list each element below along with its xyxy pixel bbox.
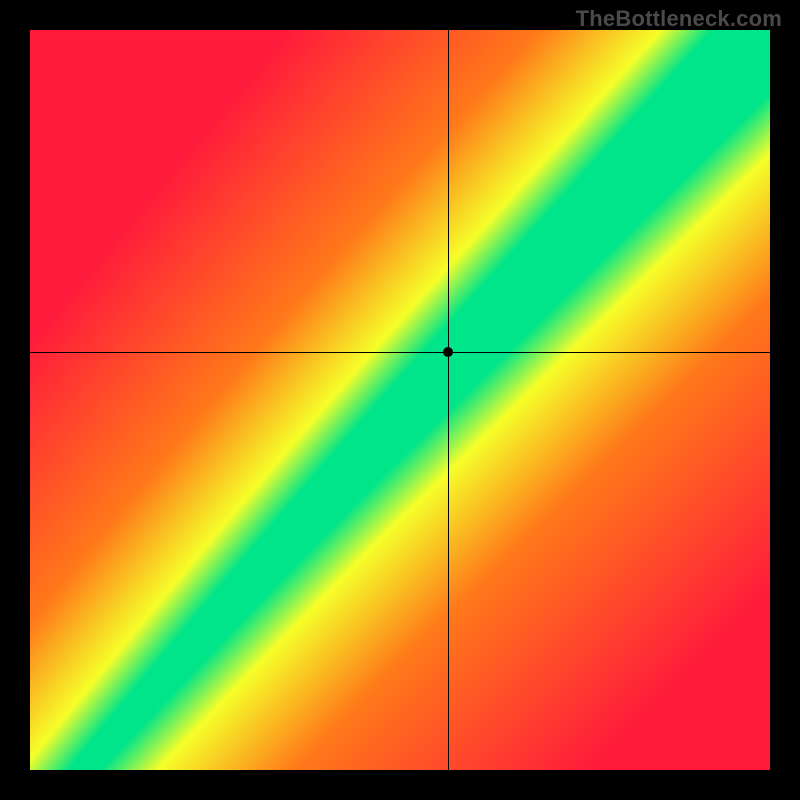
crosshair-marker: [443, 347, 453, 357]
plot-area: [30, 30, 770, 770]
chart-container: TheBottleneck.com: [0, 0, 800, 800]
heatmap-canvas: [30, 30, 770, 770]
crosshair-vertical: [448, 30, 449, 770]
watermark-text: TheBottleneck.com: [576, 6, 782, 32]
crosshair-horizontal: [30, 352, 770, 353]
